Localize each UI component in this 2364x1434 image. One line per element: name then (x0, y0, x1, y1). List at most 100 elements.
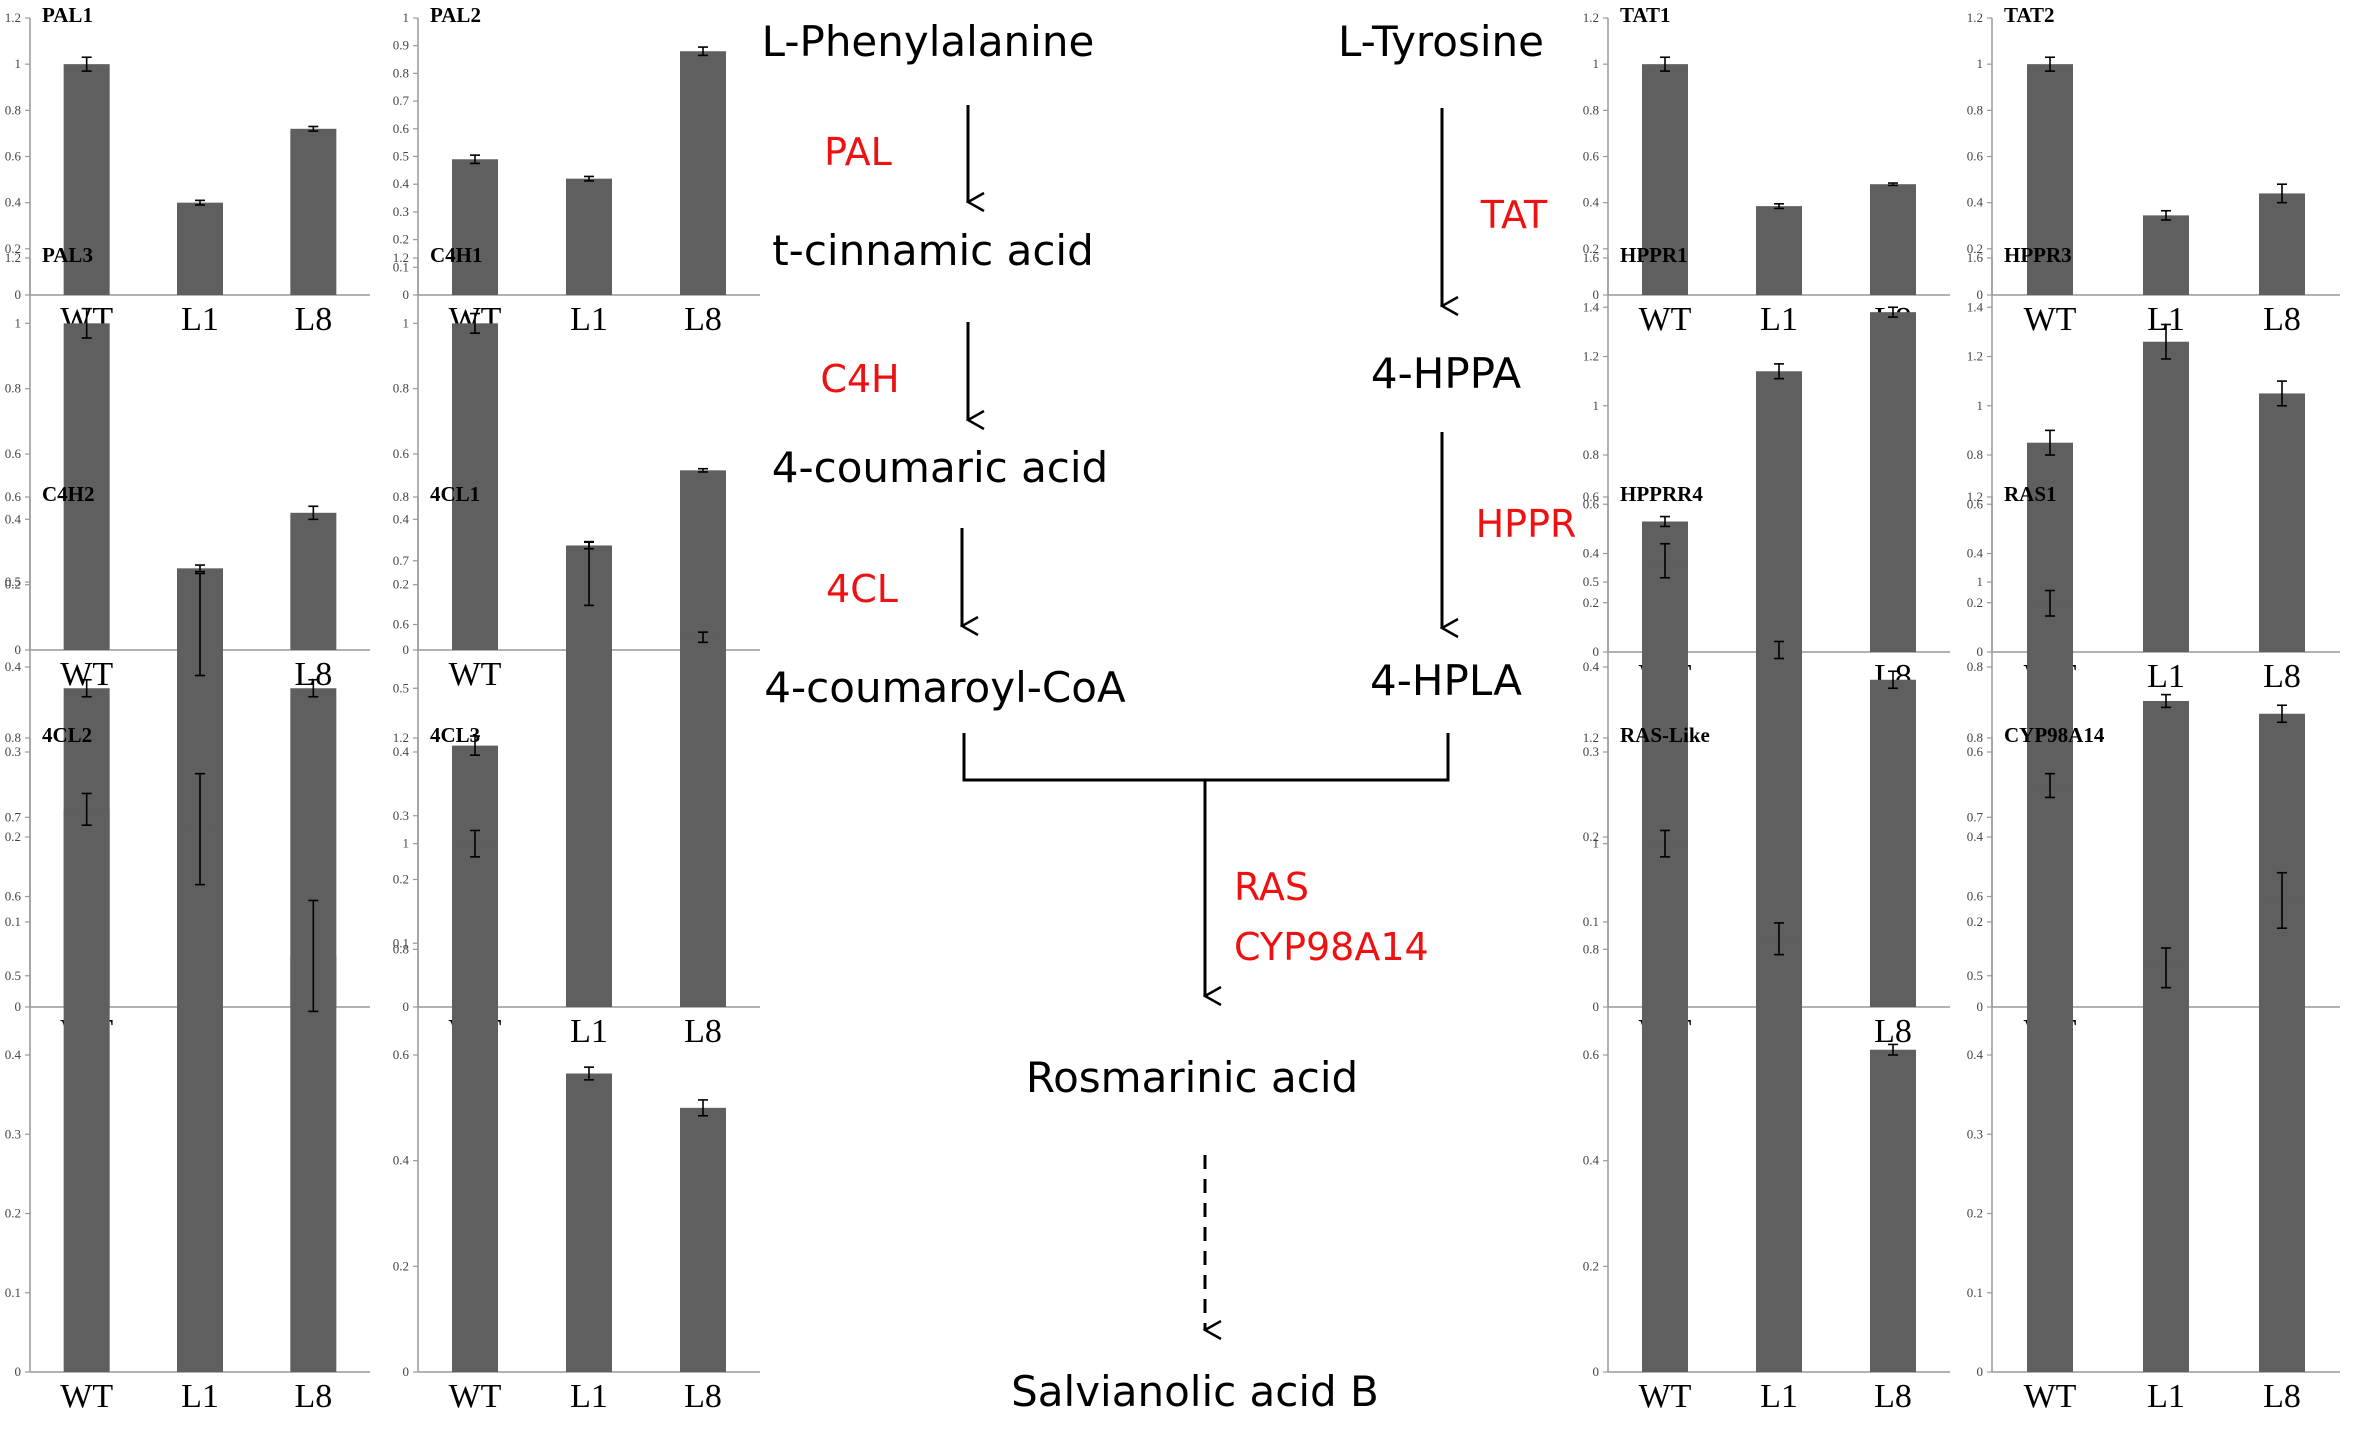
error-bar-l1 (2161, 209, 2171, 221)
error-bar-l1 (1774, 363, 1784, 380)
error-bar-l8 (1888, 1043, 1898, 1056)
error-bar-wt (2045, 56, 2055, 72)
y-tick-label: 0.2 (5, 1206, 21, 1221)
error-bar-wt (2045, 429, 2055, 456)
y-tick-label: 0.4 (393, 1153, 410, 1168)
y-tick-label: 0.1 (1967, 1285, 1983, 1300)
error-bar-l1 (1774, 640, 1784, 660)
y-tick-label: 0.4 (5, 511, 22, 526)
chart-title: PAL2 (430, 3, 481, 27)
x-category-label: L8 (2263, 658, 2301, 695)
bar-l8 (680, 1107, 726, 1372)
metabolite-4-hppa: 4-HPPA (1371, 349, 1521, 398)
chart-title: RAS-Like (1620, 723, 1710, 747)
x-category-label: L1 (570, 1378, 608, 1415)
x-category-label: L8 (684, 301, 722, 338)
y-tick-label: 1.2 (1583, 349, 1599, 364)
y-tick-label: 0.4 (1583, 1153, 1600, 1168)
error-bar-wt (1660, 542, 1670, 579)
chart-title: 4CL1 (430, 482, 480, 506)
y-tick-label: 1.6 (1583, 250, 1600, 265)
y-tick-label: 0.8 (1583, 447, 1599, 462)
error-bar-wt (81, 792, 92, 826)
y-tick-label: 0.3 (393, 808, 409, 823)
chart-title: RAS1 (2004, 482, 2057, 506)
bar-l1 (2143, 341, 2189, 652)
x-category-label: WT (449, 656, 502, 693)
y-tick-label: 0.8 (1583, 941, 1599, 956)
y-tick-label: 1 (1977, 56, 1984, 71)
chart-panel-4cl2: 0 0.1 0.2 0.3 0.4 0.5 0.6 0.7 0.8 4CL2 WT L1 L8 (5, 723, 370, 1415)
y-tick-label: 1.2 (1583, 730, 1599, 745)
y-tick-label: 0.4 (393, 744, 410, 759)
y-tick-label: 0.4 (5, 659, 22, 674)
metabolite-rosmarinic-acid: Rosmarinic acid (1026, 1053, 1358, 1102)
y-tick-label: 0 (403, 1364, 410, 1379)
x-category-label: WT (1639, 301, 1692, 338)
bar-l8 (680, 470, 726, 650)
bar-l1 (1756, 938, 1802, 1372)
y-tick-label: 1 (403, 836, 410, 851)
error-bar-l8 (308, 678, 319, 698)
x-category-label: WT (1639, 1378, 1692, 1415)
merge-bracket (962, 733, 1450, 782)
x-category-label: L1 (2147, 658, 2185, 695)
error-bar-l8 (1888, 182, 1898, 187)
y-tick-label: 1.2 (393, 250, 409, 265)
bar-l8 (1870, 1049, 1916, 1372)
y-tick-label: 1 (1977, 574, 1984, 589)
enzyme-ras: RAS (1234, 865, 1309, 909)
y-tick-label: 0.6 (393, 121, 410, 136)
y-tick-label: 0 (1593, 999, 1600, 1014)
chart-title: PAL1 (42, 3, 93, 27)
bar-wt (452, 323, 498, 650)
x-category-label: WT (449, 1378, 502, 1415)
y-tick-label: 0.6 (1967, 744, 1984, 759)
x-category-label: L1 (1760, 1378, 1798, 1415)
error-bar-wt (470, 829, 480, 858)
y-tick-label: 0.6 (1583, 149, 1600, 164)
y-tick-label: 0.6 (1583, 1047, 1600, 1062)
chart-title: 4CL3 (430, 723, 480, 747)
y-tick-label: 0.7 (393, 93, 410, 108)
chart-title: TAT1 (1620, 3, 1671, 27)
y-tick-label: 0.2 (1967, 241, 1983, 256)
y-tick-label: 0.4 (393, 511, 410, 526)
error-bar-wt (1660, 56, 1670, 72)
y-tick-label: 0.6 (1967, 149, 1984, 164)
y-tick-label: 0.2 (393, 232, 409, 247)
metabolite-t-cinnamic-acid: t-cinnamic acid (772, 226, 1094, 275)
y-tick-label: 0 (403, 642, 410, 657)
bar-l8 (290, 512, 337, 650)
y-tick-label: 0 (15, 642, 22, 657)
y-tick-label: 0.7 (5, 809, 22, 824)
bar-l8 (290, 128, 337, 295)
x-category-label: L1 (2147, 1378, 2185, 1415)
y-tick-label: 0.6 (5, 446, 22, 461)
y-tick-label: 0.4 (1967, 546, 1984, 561)
chart-title: C4H1 (430, 243, 483, 267)
metabolite-l-tyrosine: L-Tyrosine (1338, 17, 1544, 66)
chart-title: HPPRR4 (1620, 482, 1703, 506)
y-tick-label: 0.5 (393, 680, 409, 695)
bar-l8 (1870, 312, 1916, 652)
y-tick-label: 0.7 (393, 553, 410, 568)
y-tick-label: 0.4 (1967, 1047, 1984, 1062)
error-bar-l8 (308, 899, 319, 1013)
y-tick-label: 0 (15, 287, 22, 302)
metabolite-4-coumaroyl-coa: 4-coumaroyl-CoA (764, 663, 1126, 712)
y-tick-label: 0.8 (5, 730, 21, 745)
error-bar-wt (1660, 515, 1670, 528)
y-tick-label: 0 (403, 999, 410, 1014)
y-tick-label: 0.6 (1967, 889, 1984, 904)
error-bar-l1 (584, 175, 594, 182)
y-tick-label: 0.3 (1967, 1126, 1983, 1141)
y-tick-label: 0.2 (5, 241, 21, 256)
error-bar-l1 (584, 540, 594, 607)
bar-l1 (177, 829, 223, 1372)
y-tick-label: 0.8 (393, 489, 409, 504)
bar-wt (1642, 843, 1688, 1372)
y-tick-label: 0.3 (1583, 744, 1599, 759)
